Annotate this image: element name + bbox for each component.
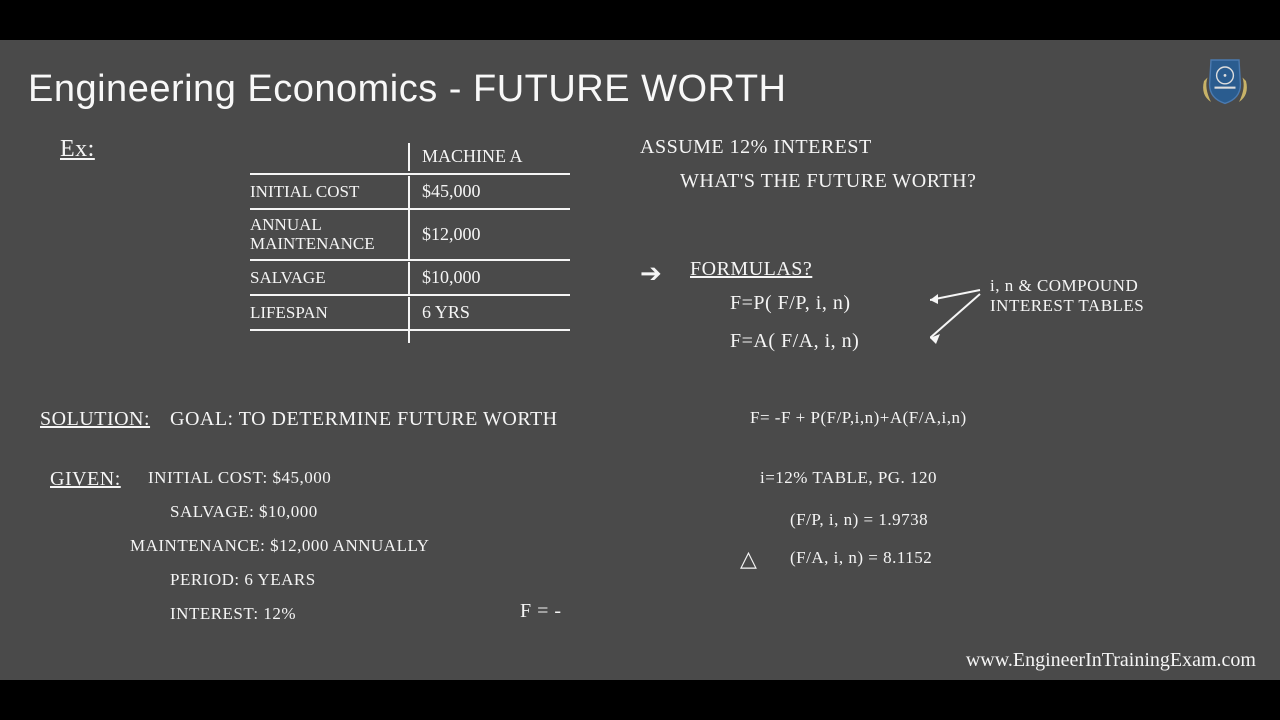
table-header: MACHINE A xyxy=(410,140,550,173)
title-prefix: Engineering Economics - xyxy=(28,68,473,110)
given-salvage: SALVAGE: $10,000 xyxy=(170,502,318,522)
formulas-label: FORMULAS? xyxy=(690,258,812,281)
given-period: PERIOD: 6 YEARS xyxy=(170,570,316,590)
table-row-label: LIFESPAN xyxy=(250,297,410,329)
table-row-value: $45,000 xyxy=(410,175,550,208)
table-row-label: SALVAGE xyxy=(250,262,410,294)
given-maintenance: MAINTENANCE: $12,000 ANNUALLY xyxy=(130,536,429,556)
cost-table: MACHINE A INITIAL COST $45,000 ANNUAL MA… xyxy=(250,140,570,341)
table-row-label: ANNUAL MAINTENANCE xyxy=(250,210,410,259)
table-reference: i=12% TABLE, PG. 120 xyxy=(760,468,937,488)
given-initial: INITIAL COST: $45,000 xyxy=(148,468,331,488)
combined-formula: F= -F + P(F/P,i,n)+A(F/A,i,n) xyxy=(750,408,967,428)
given-label: GIVEN: xyxy=(50,468,121,491)
triangle-marker: △ xyxy=(740,546,757,572)
question-text: WHAT'S THE FUTURE WORTH? xyxy=(680,170,976,193)
footer-url: www.EngineerInTrainingExam.com xyxy=(966,649,1256,672)
table-row-label: INITIAL COST xyxy=(250,176,410,208)
table-row-value: $10,000 xyxy=(410,261,550,294)
factor-fp: (F/P, i, n) = 1.9738 xyxy=(790,510,928,530)
goal-text: GOAL: TO DETERMINE FUTURE WORTH xyxy=(170,408,558,431)
title-main: FUTURE WORTH xyxy=(473,68,787,110)
logo-badge xyxy=(1190,46,1260,116)
factor-fa: (F/A, i, n) = 8.1152 xyxy=(790,548,932,568)
assumption-interest: ASSUME 12% INTEREST xyxy=(640,136,872,159)
solution-label: SOLUTION: xyxy=(40,408,150,431)
table-row-value: 6 YRS xyxy=(410,296,550,329)
formula-fa: F=A( F/A, i, n) xyxy=(730,330,859,353)
slide-area: Engineering Economics - FUTURE WORTH Ex:… xyxy=(0,40,1280,680)
table-row-value: $12,000 xyxy=(410,218,550,251)
page-title: Engineering Economics - FUTURE WORTH xyxy=(28,68,787,111)
given-interest: INTEREST: 12% xyxy=(170,604,296,624)
formula-fp: F=P( F/P, i, n) xyxy=(730,292,851,315)
f-equals: F = - xyxy=(520,600,562,623)
arrow-icon: ➔ xyxy=(640,258,662,289)
example-label: Ex: xyxy=(60,136,95,163)
formula-note: i, n & COMPOUND INTEREST TABLES xyxy=(990,276,1144,317)
